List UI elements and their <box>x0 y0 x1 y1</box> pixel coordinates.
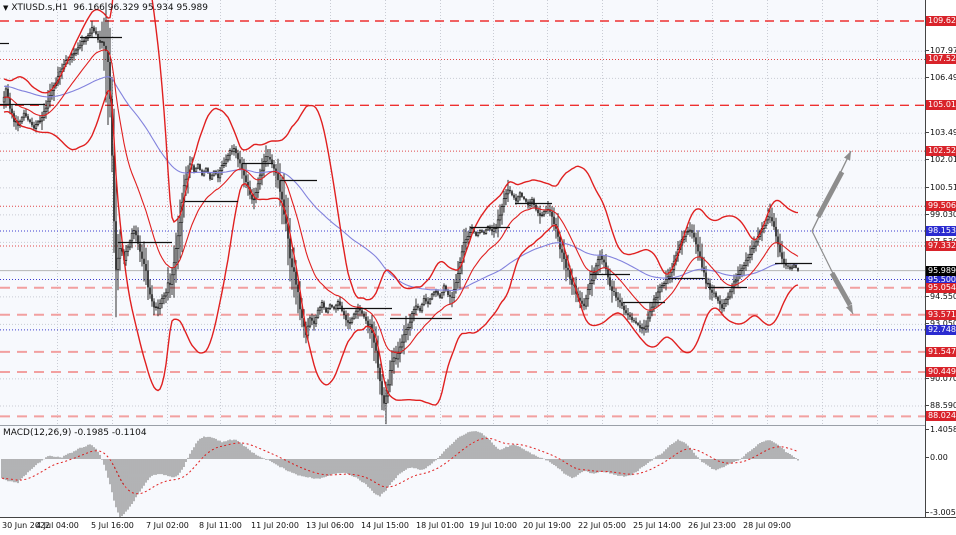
time-tick-label: 19 Jul 10:00 <box>469 521 517 530</box>
level-price-label: 95.054 <box>926 283 956 293</box>
macd-indicator-pane[interactable] <box>0 425 925 518</box>
price-tick-label: 100.510 <box>926 183 956 193</box>
time-tick-label: 28 Jul 09:00 <box>743 521 791 530</box>
time-tick-label: 14 Jul 15:00 <box>361 521 409 530</box>
chart-menu-triangle-icon[interactable]: ▼ <box>3 4 9 12</box>
level-price-label: 98.153 <box>926 226 956 236</box>
level-price-label: 93.571 <box>926 310 956 320</box>
bollinger-upper-band <box>3 0 799 301</box>
level-price-label: 105.019 <box>926 100 956 110</box>
time-tick-label: 11 Jul 20:00 <box>251 521 299 530</box>
price-tick-label: 93.050 <box>926 319 956 329</box>
price-tick-label: 102.010 <box>926 155 956 165</box>
time-tick-label: 13 Jul 06:00 <box>306 521 354 530</box>
price-tick-label: 106.490 <box>926 73 956 83</box>
price-tick-label: 107.970 <box>926 46 956 56</box>
price-tick-label: 103.490 <box>926 128 956 138</box>
level-price-label: 107.525 <box>926 54 956 64</box>
bull-candle-bodies <box>2 27 796 404</box>
macd-tick-label: 0.00 <box>926 453 956 463</box>
red-ema-line <box>3 49 799 354</box>
price-tick-label: 99.030 <box>926 210 956 220</box>
arrowhead <box>845 304 853 314</box>
time-axis[interactable]: 30 Jun 2022 4 Jul 04:00 5 Jul 16:00 7 Jul 0… <box>0 517 956 535</box>
time-tick-label: 30 Jun 2022 <box>2 521 51 530</box>
level-price-label: 97.332 <box>926 241 956 251</box>
bollinger-lower-band <box>3 89 799 406</box>
current-price-label: 95.989 <box>926 266 956 276</box>
level-price-label: 109.627 <box>926 16 956 26</box>
time-tick-label: 8 Jul 11:00 <box>199 521 242 530</box>
time-tick-label: 26 Jul 23:00 <box>688 521 736 530</box>
grid <box>0 0 925 425</box>
time-tick-label: 20 Jul 19:00 <box>523 521 571 530</box>
time-tick-label: 5 Jul 16:00 <box>91 521 134 530</box>
level-price-label: 95.500 <box>926 275 956 285</box>
time-tick-label: 18 Jul 01:00 <box>416 521 464 530</box>
macd-histogram <box>1 431 799 518</box>
level-lines <box>0 20 925 418</box>
swing-level-lines <box>0 36 812 320</box>
macd-tick-label: 1.4058 <box>926 425 956 435</box>
level-price-label: 92.748 <box>926 325 956 335</box>
price-tick-label: 90.070 <box>926 374 956 384</box>
macd-tick-label: -3.0057 <box>926 508 956 518</box>
macd-canvas <box>1 431 799 518</box>
main-chart-pane[interactable] <box>0 0 925 425</box>
symbol-period-label: XTIUSD.s,H1 <box>11 3 68 13</box>
price-chart-canvas <box>0 0 925 425</box>
up-arrow-thick <box>815 170 845 219</box>
blue-ema-line <box>4 76 799 291</box>
level-price-label: 90.449 <box>926 367 956 377</box>
down-arrow-thick <box>829 271 853 307</box>
chart-title: ▼ XTIUSD.s,H1 96.166 96.329 95.934 95.989 <box>3 3 208 13</box>
candle-wicks <box>3 2 799 425</box>
arrowhead <box>844 151 851 161</box>
price-tick-label: 88.590 <box>926 401 956 411</box>
price-axis[interactable]: 107.970 106.490 103.490 102.010 100.510 99.03… <box>925 0 956 517</box>
price-tick-label: 94.550 <box>926 292 956 302</box>
level-price-label: 99.506 <box>926 201 956 211</box>
projection-arrows <box>811 150 854 315</box>
level-price-label: 102.521 <box>926 146 956 156</box>
time-tick-label: 22 Jul 05:00 <box>578 521 626 530</box>
ohlc-values: 96.166 96.329 95.934 95.989 <box>73 3 208 13</box>
level-price-label: 91.547 <box>926 347 956 357</box>
macd-indicator-label: MACD(12,26,9) -0.1985 -0.1104 <box>3 428 147 438</box>
time-tick-label: 25 Jul 14:00 <box>633 521 681 530</box>
time-tick-label: 7 Jul 02:00 <box>146 521 189 530</box>
level-price-label: 88.024 <box>926 411 956 421</box>
time-tick-label: 4 Jul 04:00 <box>36 521 79 530</box>
macd-signal-line <box>1 437 799 495</box>
